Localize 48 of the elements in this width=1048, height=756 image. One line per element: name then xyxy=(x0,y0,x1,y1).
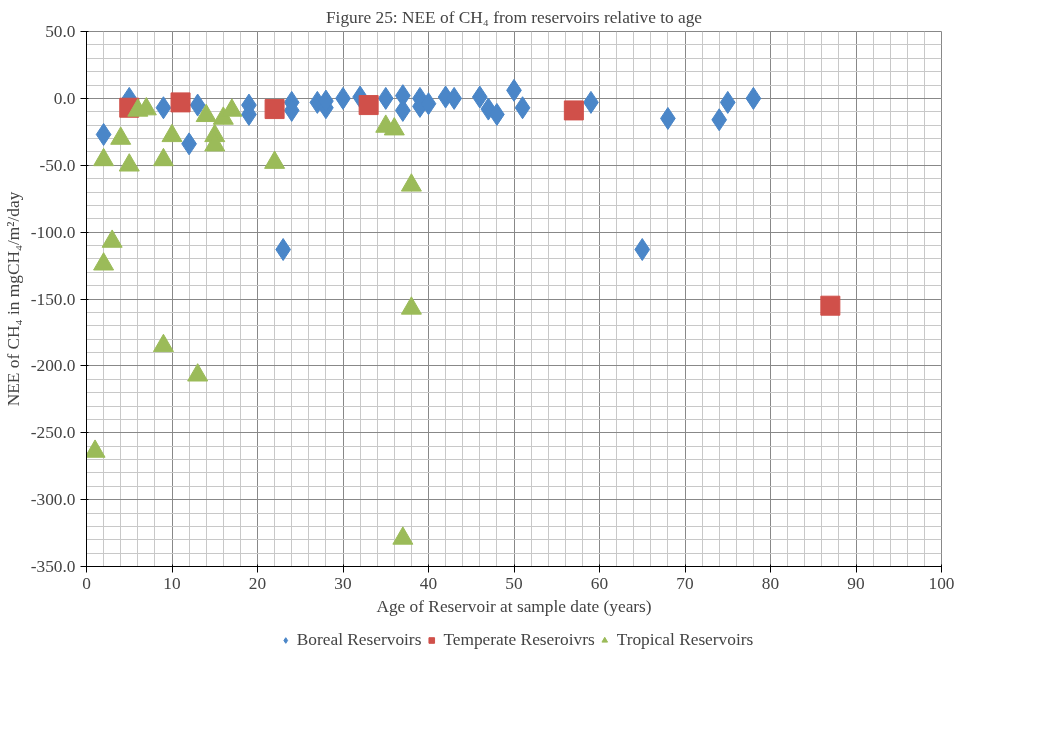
point xyxy=(358,95,379,116)
legend-label: Temperate Reseroivrs xyxy=(443,630,595,650)
x-tick-label: 0 xyxy=(82,573,91,593)
x-tick-label: 60 xyxy=(590,573,609,593)
point xyxy=(101,229,123,248)
point xyxy=(563,100,584,121)
x-tick-label: 50 xyxy=(505,573,523,593)
point xyxy=(264,99,285,120)
x-tick-label: 80 xyxy=(761,573,780,593)
y-axis-title: NEE of CH₄ in mgCH₄/m²/day xyxy=(3,191,23,407)
point xyxy=(820,295,841,316)
point xyxy=(719,90,736,114)
point xyxy=(400,296,422,315)
point xyxy=(711,108,728,132)
x-tick-label: 70 xyxy=(676,573,694,593)
y-tick-label: -250.0 xyxy=(30,423,76,443)
point xyxy=(95,122,112,146)
y-tick-label: 0.0 xyxy=(53,88,76,108)
point xyxy=(745,86,762,110)
y-tick-label: -300.0 xyxy=(30,490,76,510)
y-tick-label: -50.0 xyxy=(39,155,76,175)
y-tick-label: 50.0 xyxy=(45,22,76,41)
point xyxy=(634,238,651,262)
point xyxy=(152,333,174,353)
x-axis-title: Age of Reservoir at sample date (years) xyxy=(376,596,652,616)
point xyxy=(514,96,531,120)
legend-label: Boreal Reservoirs xyxy=(296,630,422,650)
point xyxy=(377,86,394,110)
x-tick-label: 90 xyxy=(847,573,865,593)
y-tick-label: -150.0 xyxy=(30,289,76,309)
y-tick-label: -100.0 xyxy=(30,222,76,242)
x-tick-label: 100 xyxy=(928,573,955,593)
point xyxy=(86,439,106,458)
point xyxy=(392,526,414,545)
x-tick-label: 20 xyxy=(248,573,267,593)
x-tick-label: 40 xyxy=(419,573,438,593)
y-tick-label: -350.0 xyxy=(30,557,76,576)
point xyxy=(187,363,209,382)
point xyxy=(155,96,172,120)
chart-title: Figure 25: NEE of CH₄ from reservoirs relative to age xyxy=(325,7,703,27)
y-tick-label: -200.0 xyxy=(30,356,76,376)
point xyxy=(170,92,191,113)
x-tick-label: 10 xyxy=(163,573,181,593)
x-tick-label: 30 xyxy=(334,573,352,593)
point xyxy=(93,252,115,271)
point xyxy=(471,85,488,109)
point xyxy=(189,93,206,117)
legend-label: Tropical Reservoirs xyxy=(616,630,754,650)
